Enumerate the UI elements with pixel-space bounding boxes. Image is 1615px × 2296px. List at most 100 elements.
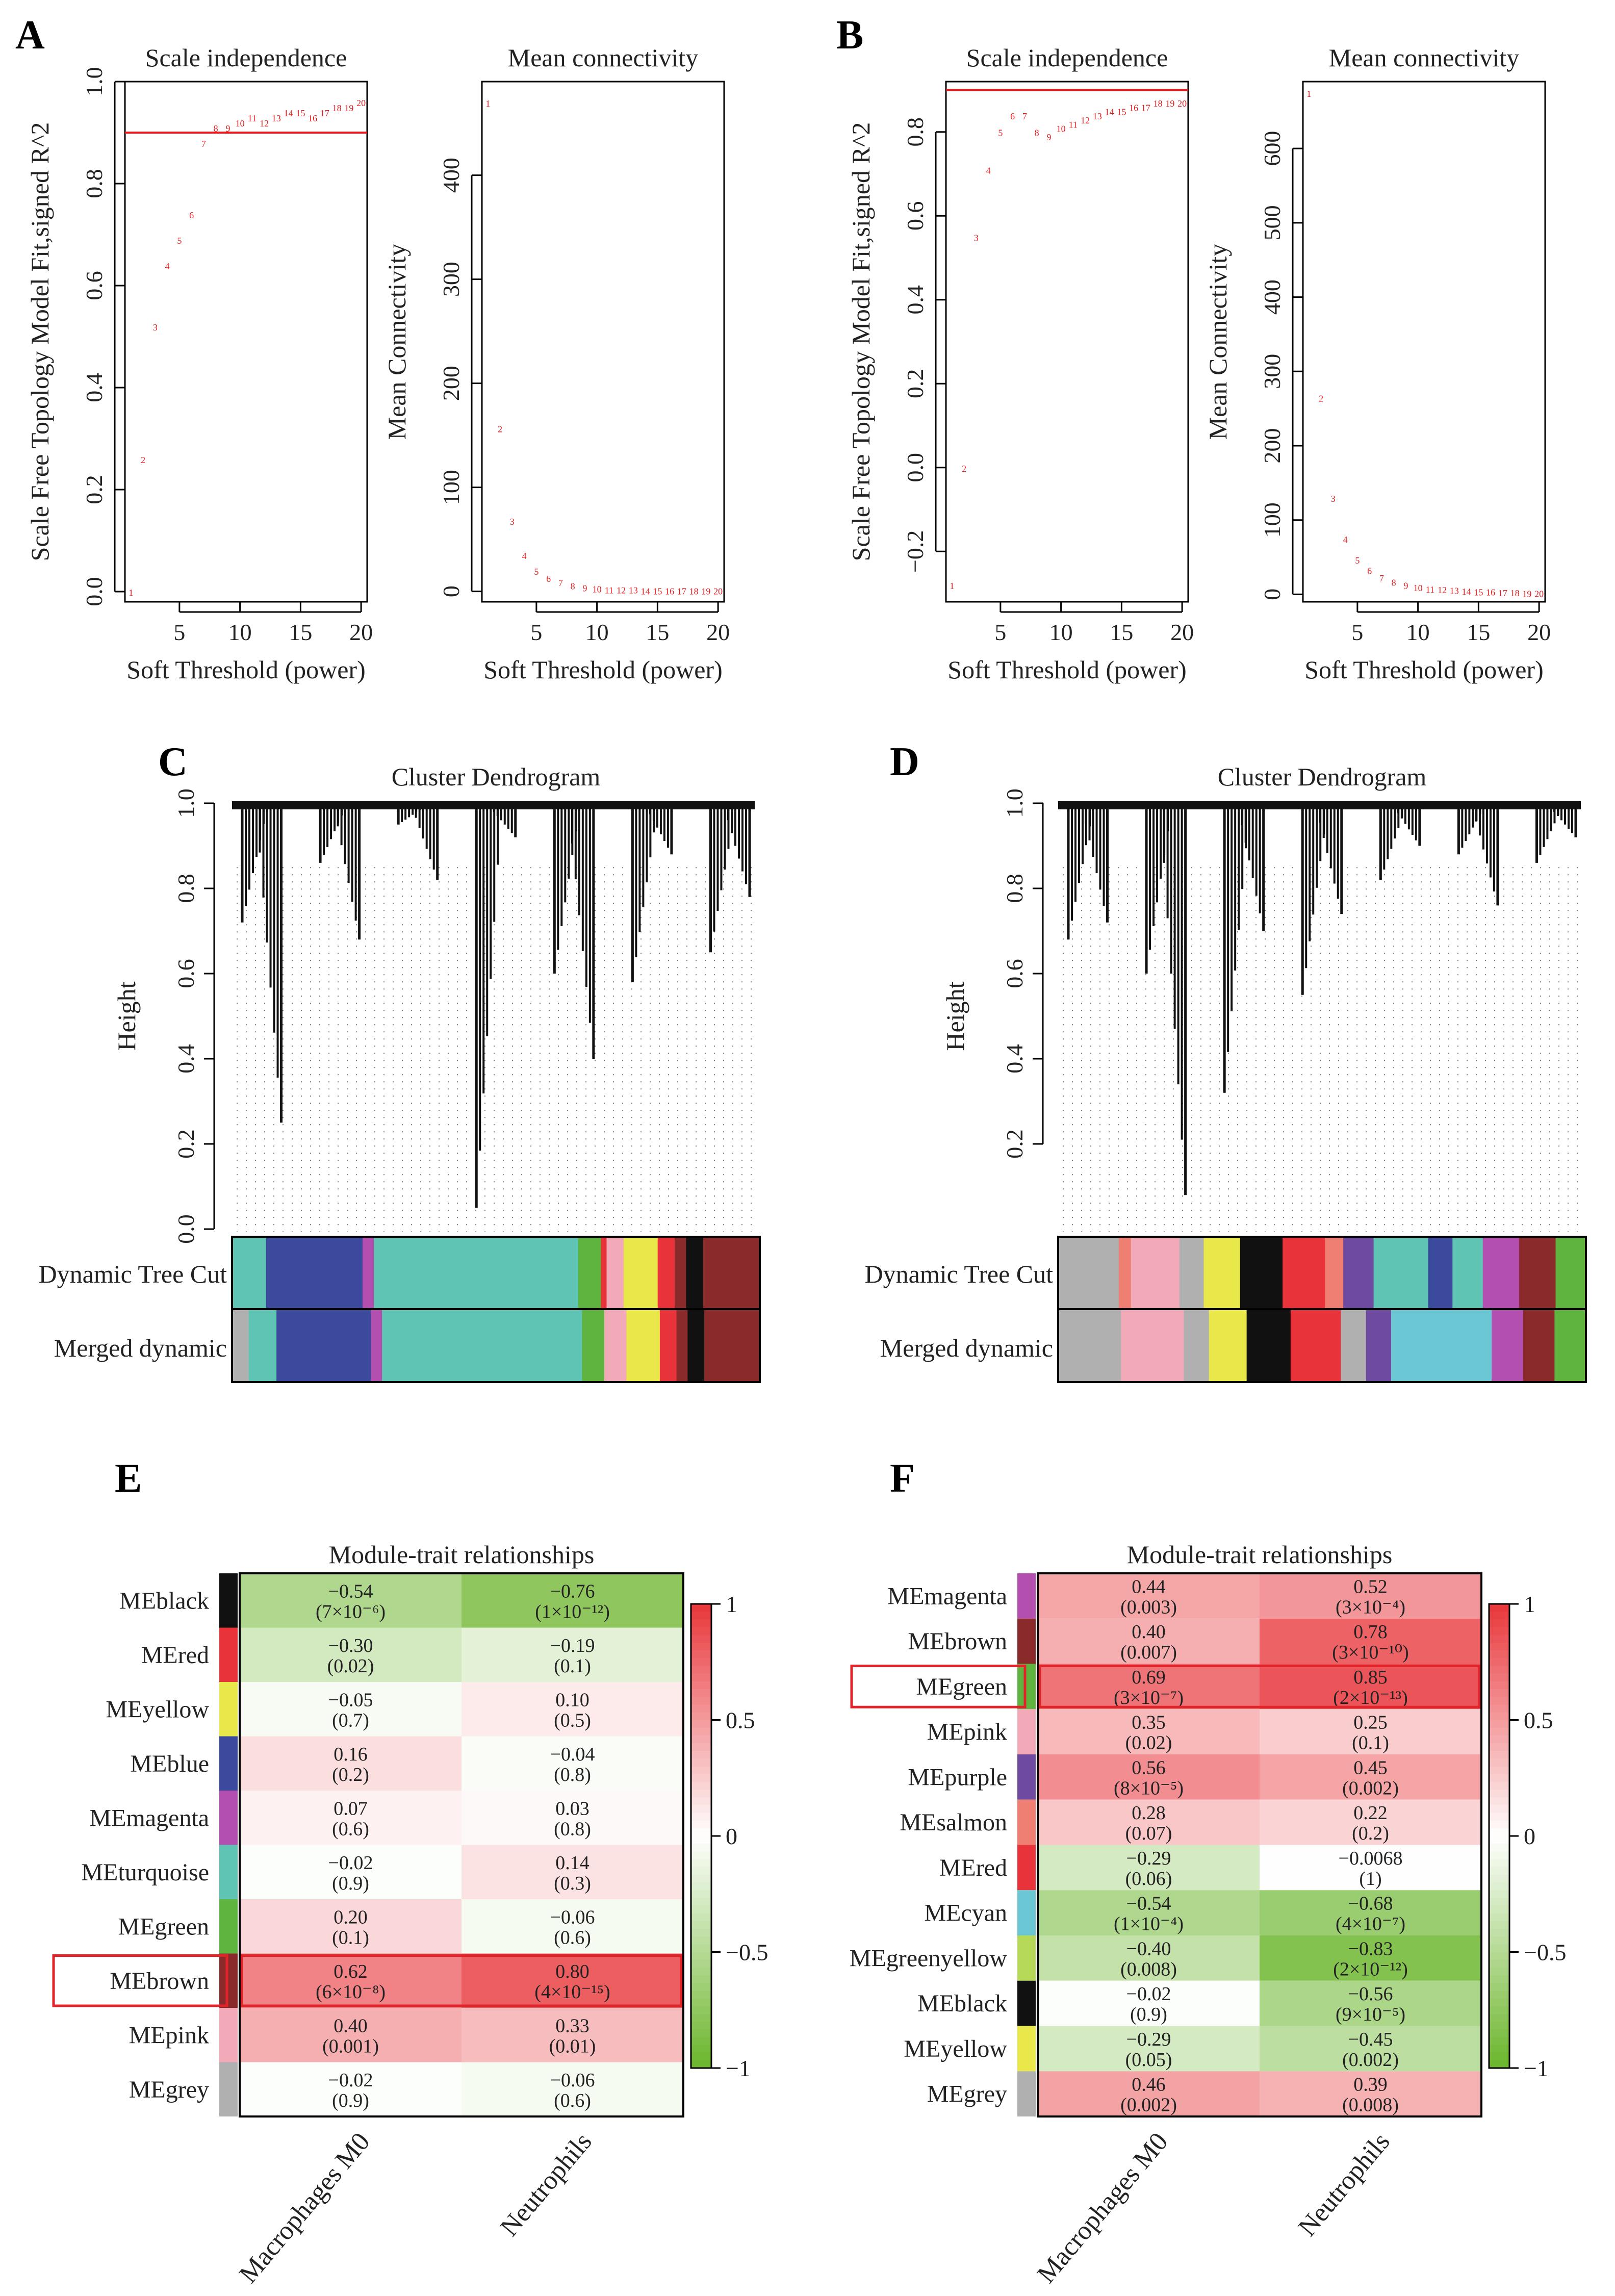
heatmap-cell: [462, 1845, 683, 1899]
cell-pvalue: (2×10⁻¹³): [1333, 1687, 1408, 1708]
module-color-segment: [276, 1309, 371, 1382]
colorbar-step: [691, 1727, 711, 1736]
panel-label-d: D: [890, 739, 919, 784]
colorbar-tick-label: −0.5: [1524, 1940, 1566, 1966]
module-color-segment: [1118, 1237, 1132, 1309]
data-point: 4: [1343, 534, 1348, 545]
cell-pvalue: (0.9): [332, 1873, 369, 1894]
module-color-segment: [1179, 1237, 1204, 1309]
heatmap-cell: [240, 1953, 462, 2008]
x-tick-label: 15: [1110, 619, 1133, 645]
colorbar-step: [691, 1991, 711, 1999]
y-tick-label: 500: [1259, 205, 1285, 240]
colorbar-step: [1489, 1905, 1509, 1914]
colorbar-step: [1489, 2029, 1509, 2038]
module-color-segment: [1184, 1309, 1210, 1382]
module-color-segment: [1341, 1309, 1367, 1382]
cell-correlation: −0.04: [550, 1744, 595, 1765]
panel-label-c: C: [158, 739, 188, 784]
cell-correlation: −0.56: [1348, 1983, 1393, 2005]
colorbar-step: [691, 2045, 711, 2053]
heatmap-cell: [1260, 2026, 1481, 2072]
heatmap-row: MEgrey 0.46(0.002) 0.39(0.008): [927, 2071, 1481, 2116]
cell-pvalue: (0.1): [1352, 1732, 1389, 1754]
y-tick-label: 0.8: [1002, 874, 1028, 903]
cell-correlation: 0.80: [555, 1961, 589, 1982]
module-color-segment: [623, 1237, 658, 1309]
plot-title: Scale independence: [966, 43, 1168, 72]
colorbar-step: [1489, 1867, 1509, 1875]
heatmap-row: MEcyan −0.54(1×10⁻⁴) −0.68(4×10⁻⁷): [924, 1890, 1481, 1935]
colorbar-step: [691, 1844, 711, 1852]
plot-frame: [481, 81, 725, 603]
module-label: MEturquoise: [81, 1859, 209, 1886]
colorbar-step: [1489, 1735, 1509, 1744]
module-color-segment: [1366, 1309, 1392, 1382]
cell-correlation: −0.40: [1126, 1938, 1171, 1959]
cell-correlation: 0.62: [334, 1961, 368, 1982]
data-point: 16: [1129, 103, 1138, 113]
colorbar-step: [1489, 1781, 1509, 1790]
x-tick-label: 10: [228, 619, 252, 645]
cell-correlation: 0.69: [1132, 1667, 1166, 1688]
cell-correlation: −0.02: [328, 1852, 373, 1874]
colorbar-step: [1489, 1921, 1509, 1929]
data-point: 12: [617, 585, 626, 596]
module-color-segment: [374, 1237, 579, 1309]
plot-frame: [945, 81, 1189, 603]
colorbar-step: [691, 2029, 711, 2038]
colorbar-step: [691, 1859, 711, 1868]
colorbar-step: [1489, 2013, 1509, 2022]
data-point: 17: [1141, 103, 1150, 113]
y-axis-label: Mean Connectivity: [1203, 244, 1232, 440]
data-point: 20: [1177, 98, 1187, 109]
data-point: 1: [950, 581, 954, 591]
data-point: 1: [1306, 89, 1311, 99]
cell-pvalue: (3×10⁻¹⁰): [1332, 1642, 1408, 1663]
colorbar-step: [691, 2006, 711, 2014]
module-color-segment: [1428, 1237, 1453, 1309]
module-color-segment: [1121, 1309, 1184, 1382]
scatter-plot-1: Mean connectivity Soft Threshold (power) M…: [382, 43, 730, 684]
heatmap-cell: [1038, 1890, 1260, 1935]
y-tick-label: 1.0: [1002, 788, 1028, 818]
module-color-segment: [1240, 1237, 1283, 1309]
data-point: 9: [1046, 132, 1051, 142]
module-swatch: [1017, 1845, 1036, 1891]
cell-pvalue: (0.06): [1125, 1868, 1172, 1890]
y-tick-label: 1.0: [173, 788, 199, 818]
data-point: 15: [1117, 107, 1126, 117]
colorbar-step: [691, 1766, 711, 1775]
colorbar-step: [691, 1929, 711, 1937]
x-tick-label: 10: [1406, 619, 1430, 645]
data-point: 16: [665, 586, 674, 597]
y-tick-label: 0.0: [81, 577, 107, 606]
heatmap-row: MEturquoise −0.02(0.9) 0.14(0.3): [81, 1845, 683, 1899]
colorbar-step: [1489, 1766, 1509, 1775]
y-tick-label: 0.4: [902, 285, 928, 315]
colorbar-step: [1489, 2037, 1509, 2046]
data-point: 3: [974, 233, 979, 243]
data-point: 19: [1522, 589, 1531, 599]
heatmap-frame: [1037, 1572, 1482, 2118]
column-label: Macrophages M0: [234, 2127, 376, 2289]
module-color-segment: [675, 1237, 686, 1309]
charts-layer: Scale independence Soft Threshold (power)…: [25, 43, 1587, 2289]
y-tick-label: 100: [438, 470, 464, 505]
colorbar-step: [1489, 1874, 1509, 1883]
data-point: 1: [129, 588, 133, 598]
colorbar-step: [691, 1805, 711, 1814]
cell-correlation: −0.02: [328, 2070, 373, 2091]
y-tick-label: 0: [438, 585, 464, 597]
colorbar-step: [691, 1813, 711, 1821]
colorbar-step: [1489, 1805, 1509, 1814]
cell-pvalue: (3×10⁻⁴): [1336, 1596, 1405, 1618]
module-label: MEmagenta: [887, 1583, 1007, 1610]
cell-correlation: 0.03: [555, 1798, 589, 1819]
colorbar-step: [691, 1797, 711, 1806]
module-label: MEsalmon: [900, 1809, 1007, 1836]
colorbar-step: [691, 1998, 711, 2007]
colorbar-step: [691, 1898, 711, 1906]
colorbar-step: [691, 2013, 711, 2022]
x-tick-label: 10: [1049, 619, 1073, 645]
